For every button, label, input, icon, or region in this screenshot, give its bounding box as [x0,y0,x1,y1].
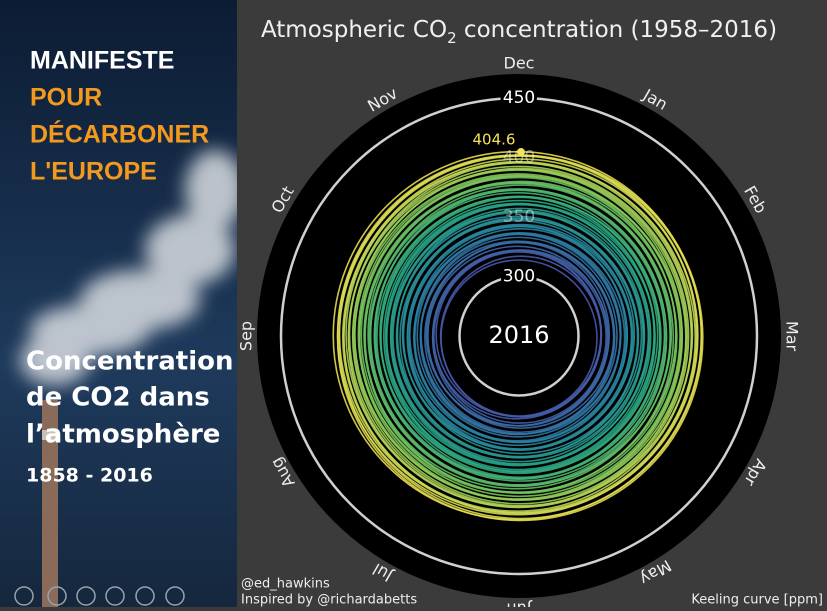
credit: @ed_hawkins [241,577,330,592]
r-tick-label: 450 [503,88,535,108]
title-subscript: 2 [447,29,457,47]
month-label: Mar [783,321,802,352]
month-label: Dec [504,54,535,73]
slide-title: L'EUROPE [30,158,157,186]
slide-title: DÉCARBONER [30,120,209,149]
r-tick-label: 300 [503,267,535,287]
credit: Inspired by @richardabetts [241,593,417,608]
page: MANIFESTE POUR DÉCARBONER L'EUROPE Conce… [0,0,827,607]
title-part: Atmospheric CO [261,17,447,43]
month-label: Sep [237,321,256,351]
slide-years: 1858 - 2016 [26,465,153,487]
slide-subtitle: Concentration [26,347,234,377]
slide-subtitle: de CO2 dans [26,383,210,413]
slide-title: POUR [30,84,102,112]
slide-subtitle: l’atmosphère [26,420,220,450]
annotation-dot [517,148,525,156]
caption: Keeling curve [ppm] [691,593,823,608]
center-label: 2016 [488,321,549,349]
annotation-label: 404.6 [473,131,516,149]
slide: MANIFESTE POUR DÉCARBONER L'EUROPE Conce… [0,0,827,607]
r-tick-label: 350 [503,207,535,227]
slide-title: MANIFESTE [30,47,174,75]
title-part: concentration (1958–2016) [457,17,777,43]
month-label: Jun [507,600,533,608]
chart-title: Atmospheric CO2 concentration (1958–2016… [261,17,777,47]
